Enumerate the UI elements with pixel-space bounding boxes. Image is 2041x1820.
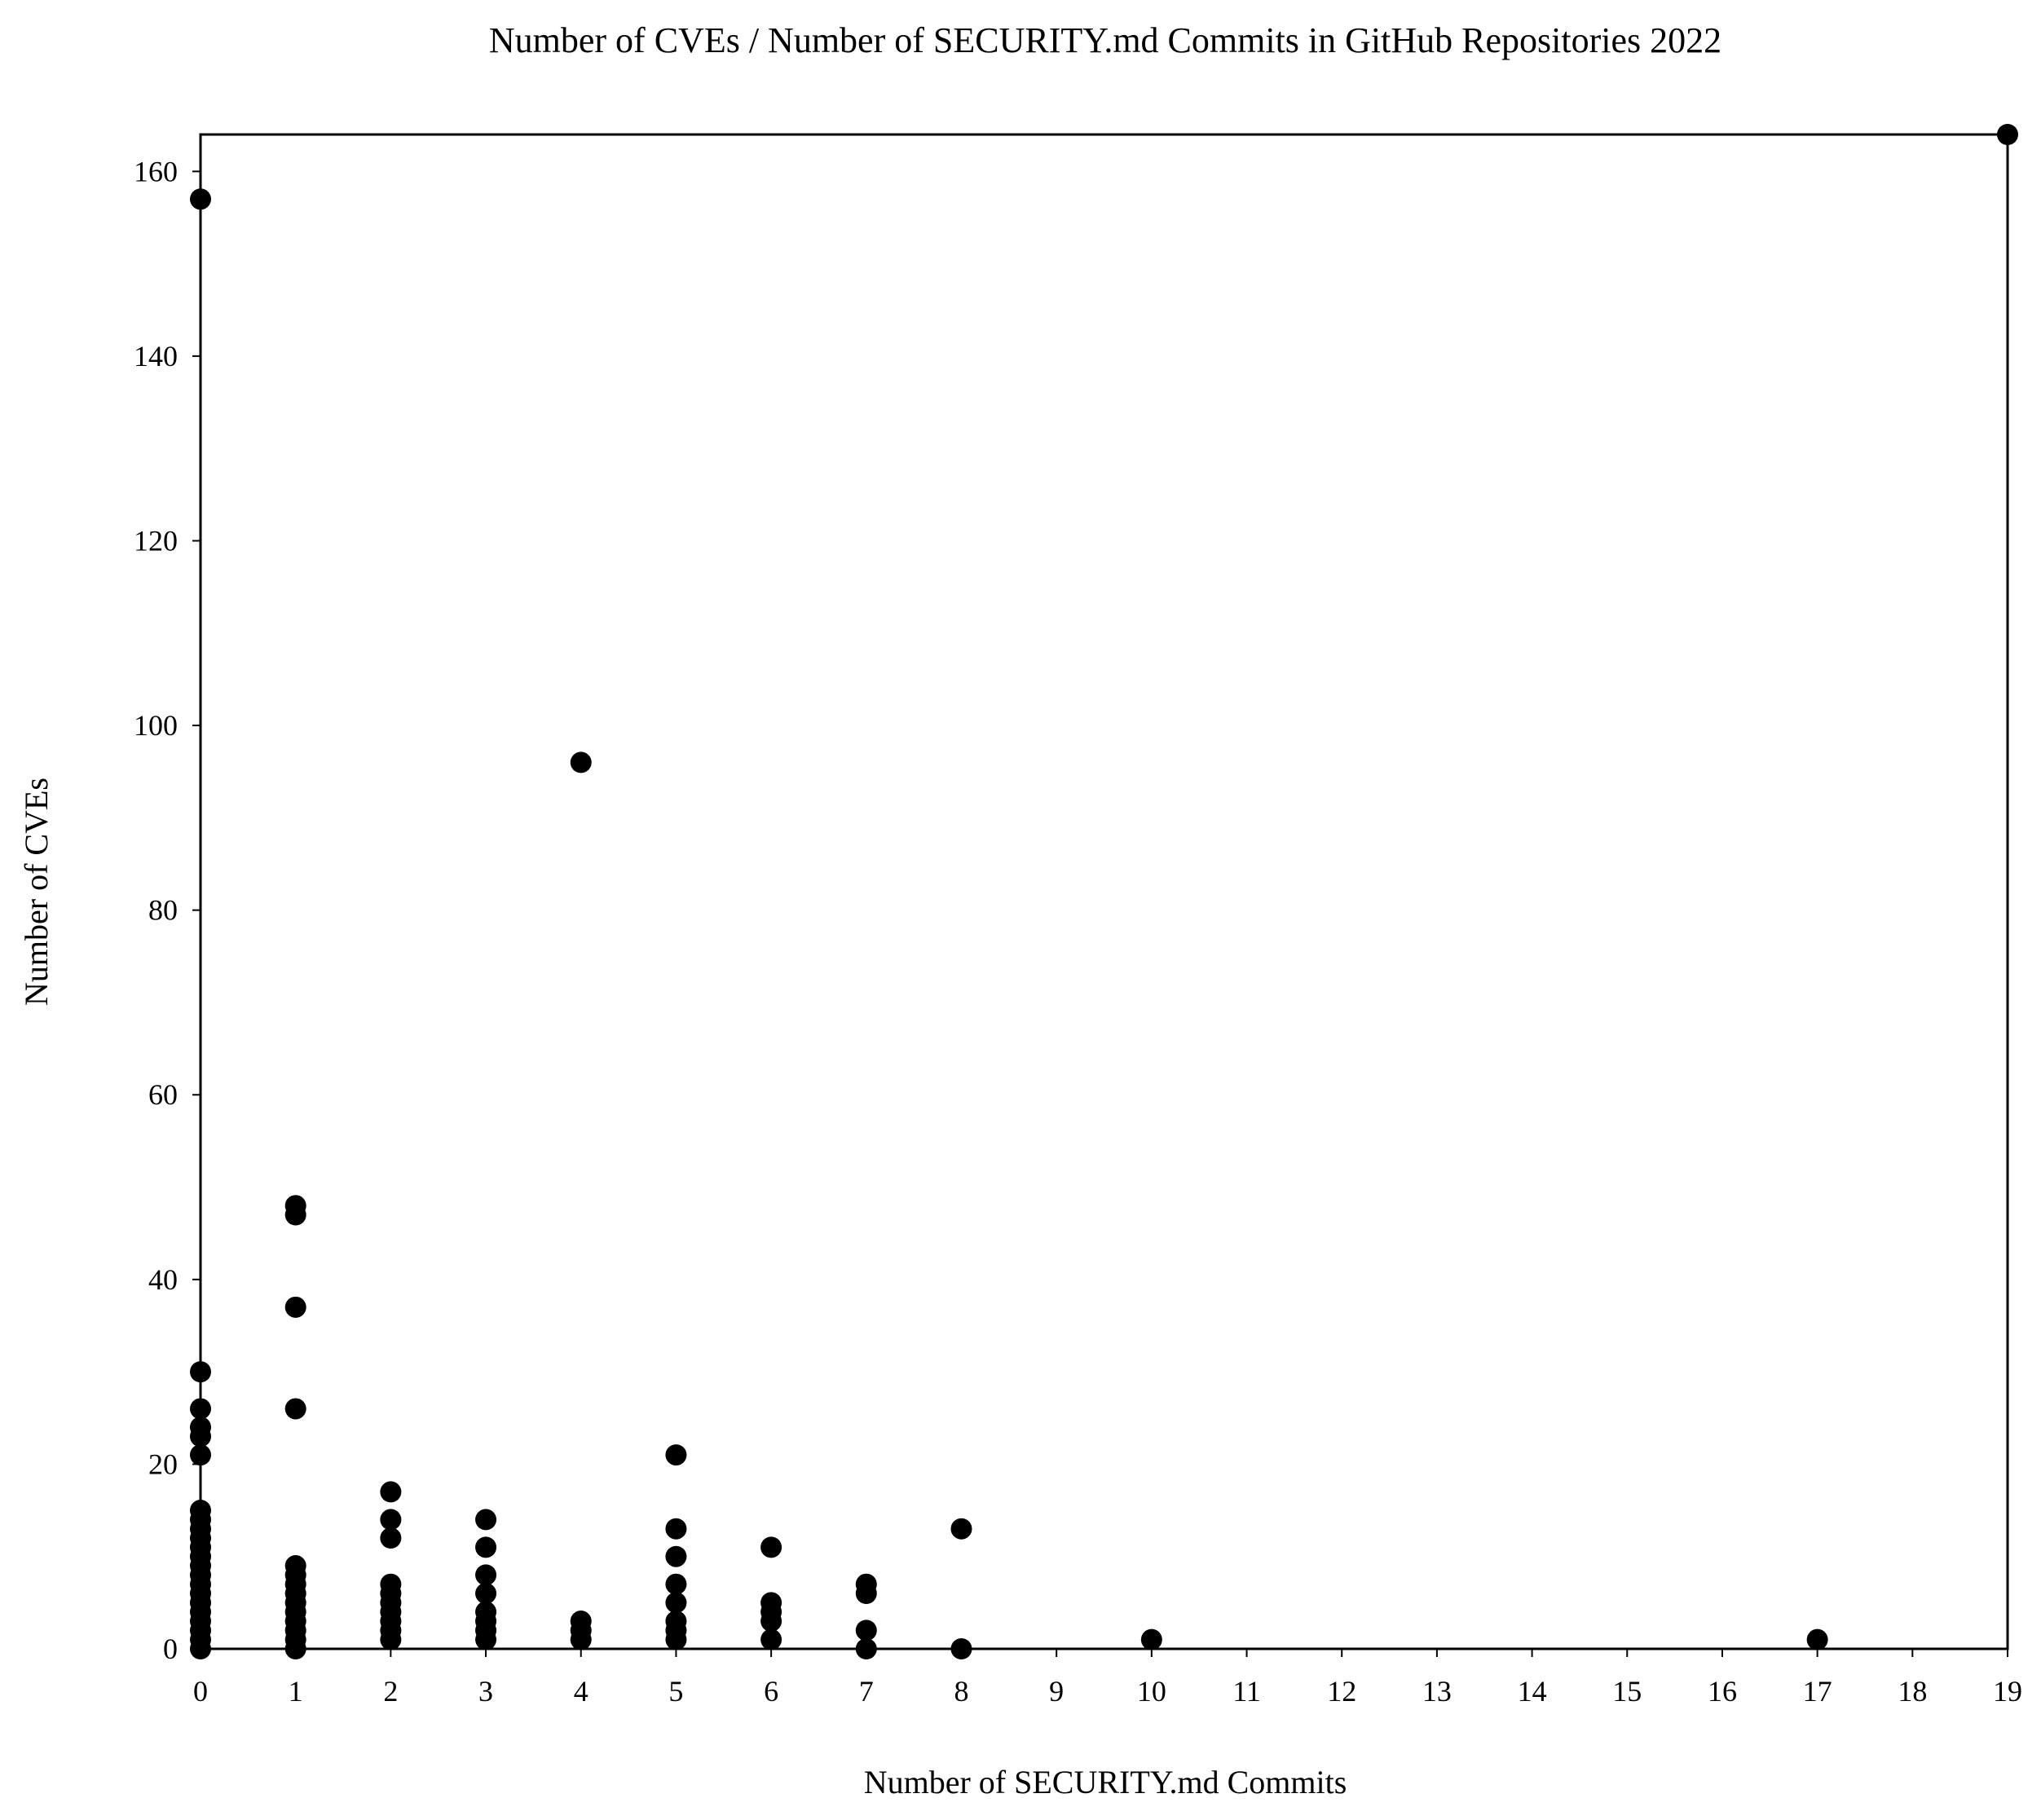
x-tick-label: 15 [1612, 1675, 1642, 1708]
data-point [570, 1628, 592, 1650]
x-axis-ticks: 0 1 2 3 4 5 6 7 8 9 10 11 12 13 14 15 16 17 18 19 [193, 1649, 2022, 1708]
x-tick-label: 1 [289, 1675, 303, 1708]
data-point [380, 1527, 402, 1549]
y-tick-label: 80 [148, 894, 178, 927]
data-point [665, 1545, 687, 1567]
data-point [190, 188, 211, 210]
x-tick-label: 3 [478, 1675, 493, 1708]
x-tick-label: 6 [764, 1675, 778, 1708]
x-tick-label: 4 [574, 1675, 588, 1708]
data-point [284, 1296, 306, 1318]
x-tick-label: 7 [859, 1675, 874, 1708]
data-point [380, 1628, 402, 1650]
data-point [665, 1573, 687, 1595]
y-axis-ticks: 0 20 40 60 80 100 120 140 160 [134, 155, 201, 1665]
data-point [475, 1536, 497, 1558]
data-point [190, 1361, 211, 1383]
y-tick-label: 160 [134, 155, 178, 187]
data-point [1806, 1628, 1828, 1650]
data-point [284, 1204, 306, 1226]
y-axis-label: Number of CVEs [18, 778, 55, 1006]
data-point [950, 1638, 972, 1659]
data-point [190, 1398, 211, 1420]
x-tick-label: 11 [1232, 1675, 1261, 1708]
x-tick-label: 14 [1518, 1675, 1547, 1708]
x-tick-label: 0 [193, 1675, 208, 1708]
data-point [855, 1583, 877, 1605]
data-point [760, 1628, 782, 1650]
y-tick-label: 100 [134, 709, 178, 742]
x-tick-label: 18 [1898, 1675, 1927, 1708]
x-tick-label: 19 [1993, 1675, 2022, 1708]
x-tick-label: 2 [383, 1675, 398, 1708]
plot-frame [199, 133, 2009, 1650]
x-tick-label: 17 [1803, 1675, 1832, 1708]
data-point [475, 1564, 497, 1586]
x-tick-label: 13 [1422, 1675, 1452, 1708]
data-point [190, 1426, 211, 1448]
x-tick-label: 8 [954, 1675, 968, 1708]
y-tick-label: 20 [148, 1448, 178, 1480]
data-point [190, 1444, 211, 1466]
x-tick-label: 5 [668, 1675, 683, 1708]
data-point [665, 1628, 687, 1650]
y-tick-label: 40 [148, 1263, 178, 1296]
y-tick-label: 140 [134, 340, 178, 372]
data-point [284, 1638, 306, 1659]
data-point [570, 751, 592, 773]
x-axis-label: Number of SECURITY.md Commits [864, 1764, 1347, 1800]
data-point [380, 1509, 402, 1531]
y-tick-label: 0 [163, 1633, 178, 1665]
data-point [760, 1611, 782, 1633]
data-point [1140, 1628, 1162, 1650]
chart-title: Number of CVEs / Number of SECURITY.md C… [489, 20, 1721, 60]
data-point [475, 1628, 497, 1650]
data-point [1997, 124, 2018, 145]
data-point [284, 1398, 306, 1420]
data-point [475, 1509, 497, 1531]
data-point [475, 1583, 497, 1605]
x-tick-label: 16 [1708, 1675, 1737, 1708]
data-point [950, 1518, 972, 1540]
data-point [190, 1638, 211, 1659]
x-tick-label: 12 [1327, 1675, 1356, 1708]
x-tick-label: 9 [1049, 1675, 1064, 1708]
data-point [665, 1592, 687, 1614]
data-point [855, 1638, 877, 1659]
data-point [760, 1536, 782, 1558]
data-point [665, 1518, 687, 1540]
data-point [380, 1481, 402, 1503]
data-points [190, 124, 2018, 1659]
data-point [665, 1444, 687, 1466]
y-tick-label: 120 [134, 524, 178, 557]
data-point [855, 1619, 877, 1642]
y-tick-label: 60 [148, 1078, 178, 1111]
x-tick-label: 10 [1137, 1675, 1166, 1708]
